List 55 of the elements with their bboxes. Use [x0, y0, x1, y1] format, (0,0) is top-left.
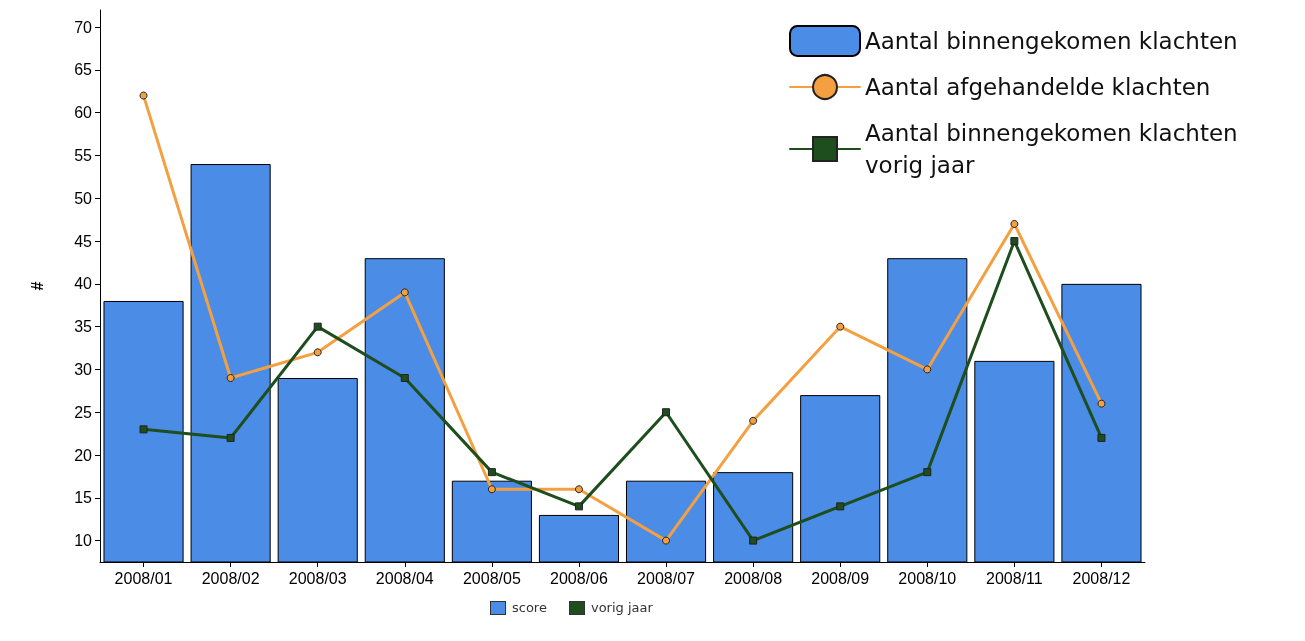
point: [836, 322, 845, 331]
y-tick-label: 25: [74, 403, 93, 421]
y-tick-label: 55: [74, 146, 93, 164]
x-tick-label: 2008/10: [898, 569, 957, 587]
y-tick-label: 70: [74, 18, 93, 36]
point: [574, 502, 583, 511]
point: [487, 468, 496, 477]
point: [574, 485, 583, 494]
y-tick-label: 10: [74, 532, 93, 550]
y-tick-label: 15: [74, 489, 93, 507]
point: [139, 425, 148, 434]
point: [487, 485, 496, 494]
y-tick-label: 65: [74, 61, 93, 79]
point: [313, 348, 322, 357]
x-tick-label: 2008/12: [1072, 569, 1131, 587]
point: [1010, 219, 1019, 228]
y-tick-label: 40: [74, 275, 93, 293]
x-tick-label: 2008/05: [462, 569, 521, 587]
point: [923, 468, 932, 477]
x-tick-label: 2008/03: [288, 569, 347, 587]
y-tick-label: 45: [74, 232, 93, 250]
x-tick-label: 2008/07: [637, 569, 696, 587]
y-tick-label: 30: [74, 360, 93, 378]
y-tick-label: 35: [74, 318, 93, 336]
point: [749, 416, 758, 425]
x-tick-label: 2008/06: [550, 569, 608, 587]
x-tick-label: 2008/09: [811, 569, 870, 587]
point: [1097, 399, 1106, 408]
legend-label: Aantal binnengekomen klachten: [865, 28, 1238, 54]
point: [662, 536, 671, 545]
x-tick-label: 2008/04: [375, 569, 434, 587]
y-tick-label: 60: [74, 104, 93, 122]
text: score: [512, 600, 547, 615]
x-tick-label: 2008/02: [201, 569, 260, 587]
x-tick-label: 2008/01: [114, 569, 173, 587]
point: [749, 536, 758, 545]
point: [139, 91, 148, 100]
legend-label: Aantal afgehandelde klachten: [865, 74, 1211, 100]
point: [923, 365, 932, 374]
x-tick-label: 2008/11: [986, 569, 1043, 587]
point: [400, 374, 409, 382]
point: [1097, 433, 1106, 442]
point: [226, 374, 235, 382]
y-axis-title: #: [28, 281, 46, 291]
point: [1010, 237, 1019, 246]
point: [662, 408, 671, 417]
legend-label: Aantal binnengekomen klachten vorig jaar: [865, 120, 1245, 178]
point: [836, 502, 845, 511]
y-tick-label: 20: [74, 446, 93, 464]
text: vorig jaar: [590, 600, 653, 615]
point: [226, 433, 235, 442]
x-tick-label: 2008/08: [724, 569, 783, 587]
point: [400, 288, 409, 297]
y-tick-label: 50: [74, 189, 93, 207]
point: [313, 322, 322, 331]
